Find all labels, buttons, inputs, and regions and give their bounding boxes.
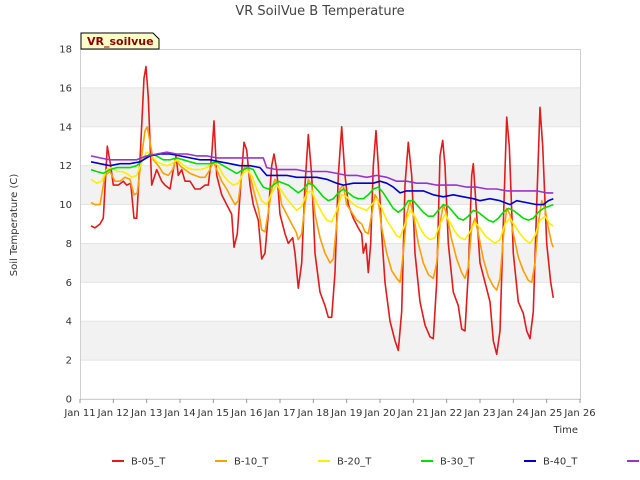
y-tick-label: 10 [59,200,72,211]
legend-label-b-40-t: B-40_T [543,457,578,468]
series-line-b-05-t [90,65,555,356]
legend-label-b-30-t: B-30_T [440,457,475,468]
y-tick-label: 14 [59,122,72,133]
x-tick-label: Jan 26 [563,408,595,419]
x-tick-label: Jan 15 [197,408,229,419]
y-tick-label: 4 [66,317,72,328]
station-badge-box [80,32,160,50]
legend-label-b-10-t: B-10_T [234,457,269,468]
y-tick-label: 6 [66,278,72,289]
x-tick-label: Jan 14 [163,408,195,419]
y-tick-label: 8 [66,239,72,250]
x-tick-label: Jan 19 [330,408,362,419]
series-line-b-40-t [90,153,554,206]
legend-label-b-20-t: B-20_T [337,457,372,468]
series-line-b-50-t [90,151,554,194]
y-axis-label: Soil Temperature (C) [9,174,20,277]
legend-label-b-05-t: B-05_T [131,457,166,468]
x-tick-label: Jan 24 [497,408,529,419]
x-tick-label: Jan 17 [263,408,295,419]
legend: B-05_TB-10_TB-20_TB-30_TB-40_TB-50_T [112,457,639,468]
chart-title: VR SoilVue B Temperature [235,4,404,19]
x-tick-label: Jan 16 [230,408,262,419]
x-tick-label: Jan 20 [363,408,395,419]
series-line-b-30-t [90,153,554,223]
grid-band [80,321,580,361]
grid-band [80,87,580,127]
grid-bands [80,87,580,400]
y-tick-label: 0 [66,395,72,406]
x-tick-label: Jan 11 [63,408,95,419]
x-tick-label: Jan 18 [297,408,329,419]
series-line-b-20-t [90,151,554,245]
x-tick-label: Jan 25 [530,408,562,419]
y-axis-ticks: 0 2 4 6 8 10 12 14 16 18 [59,45,72,406]
y-tick-label: 12 [59,161,72,172]
x-axis-ticks: Jan 11 Jan 12 Jan 13 Jan 14 Jan 15 Jan 16 Jan … [63,399,596,419]
x-tick-label: Jan 21 [397,408,429,419]
y-tick-label: 2 [66,356,72,367]
station-badge-text: VR_soilvue [87,35,154,48]
station-badge: VR_soilvue [80,32,160,50]
x-tick-label: Jan 12 [97,408,129,419]
series-lines [90,65,555,356]
y-tick-label: 16 [59,83,72,94]
x-axis-label: Time [553,425,578,436]
x-tick-label: Jan 23 [463,408,495,419]
plot-area-border [80,49,581,400]
x-tick-label: Jan 13 [130,408,162,419]
y-tick-label: 18 [59,45,72,56]
x-tick-label: Jan 22 [430,408,462,419]
series-line-b-10-t [90,126,555,291]
